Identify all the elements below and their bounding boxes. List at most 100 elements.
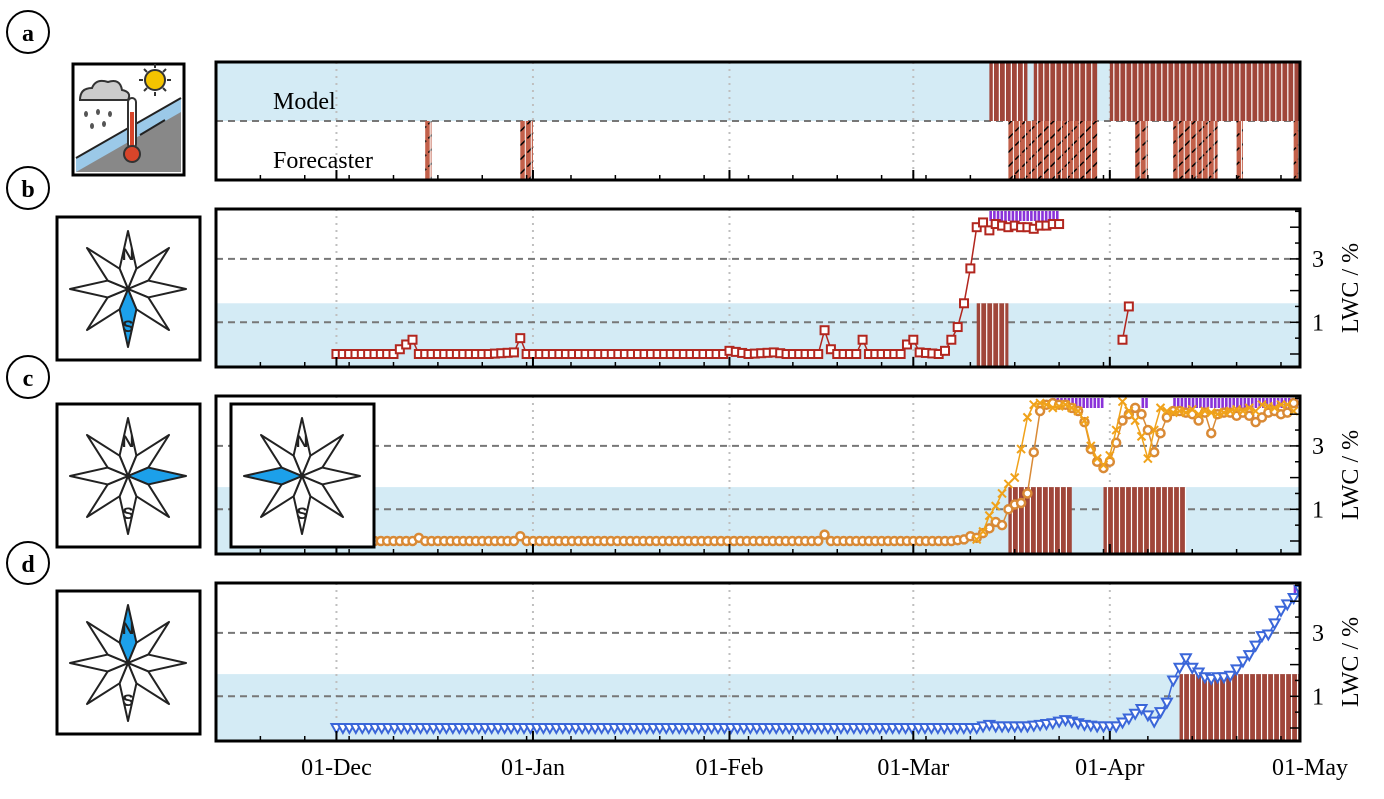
purple-tick [1004,211,1007,221]
data-series [1117,301,1134,345]
data-point [1161,412,1173,423]
data-point [1269,403,1280,413]
forecaster-warning-period [1008,121,1098,180]
x-tick-label: 01-Mar [877,755,949,781]
purple-tick [1206,398,1210,408]
model-warning-period [989,62,1028,121]
data-point [978,217,989,228]
data-point [819,325,830,336]
y-axis-label: LWC / % [1338,430,1364,520]
data-point [1117,396,1128,407]
purple-tick [1273,398,1276,408]
data-point [1172,662,1187,675]
data-point [996,519,1008,531]
plot-area [216,62,1300,180]
x-tick-label: 01-Jan [501,755,565,781]
data-point [1244,403,1254,413]
purple-tick [1293,585,1297,595]
data-point [1136,408,1147,420]
data-point [819,529,830,540]
data-point [1124,406,1134,416]
data-point [1280,599,1295,612]
warning-bar-block [1008,487,1072,554]
data-point [1244,410,1255,422]
axes-frame [214,581,1302,743]
data-point [1041,399,1052,410]
y-axis-label: LWC / % [1338,617,1364,707]
purple-tick [1213,398,1217,408]
data-point [1028,446,1040,458]
data-point [1134,703,1149,717]
data-point [1160,697,1174,710]
purple-tick [1100,398,1104,408]
purple-tick [1250,398,1254,408]
data-point [1166,675,1180,688]
data-point [857,334,868,345]
warning-bar [989,62,1028,121]
data-point [1242,650,1256,663]
purple-tick [1097,398,1100,408]
warning-bar-block [976,303,1009,367]
data-point [1286,593,1300,606]
data-point [1117,334,1128,345]
panel-letter-a: a [6,10,50,54]
data-point [1155,403,1166,413]
data-point [984,225,995,236]
plot-area [216,583,1300,741]
data-point [1128,708,1142,721]
data-point [895,349,906,359]
panel-letter-c: c [6,355,50,399]
data-point [1141,710,1155,723]
rose-letter-north: N [122,432,134,451]
purple-tick [1265,398,1269,408]
purple-tick [1195,398,1199,408]
data-point [1122,713,1136,726]
purple-tick [1232,398,1236,408]
purple-tick [1217,398,1221,408]
panel-letter-d: d [6,541,50,585]
data-point [1111,425,1121,435]
purple-tick [996,211,1000,221]
purple-tick [1089,398,1093,408]
purple-tick [1239,398,1243,408]
purple-tick [1199,398,1202,408]
data-point [984,510,995,521]
rose-petal [85,620,129,664]
purple-tick [1173,398,1176,408]
purple-tick [1093,398,1097,408]
plot-area [216,209,1300,367]
purple-tick [1078,398,1082,408]
data-point [1223,670,1237,683]
model-warning-period [1033,62,1098,121]
data-point [1010,472,1020,483]
purple-tick [1055,211,1059,221]
y-tick-label: 3 [1312,621,1324,647]
warning-bar [1293,121,1300,180]
data-point [1149,425,1159,435]
rose-letter-south: S [122,504,133,523]
data-point [1136,431,1147,442]
purple-tick [1247,398,1250,408]
axes-frame [214,207,1302,369]
data-point [965,263,976,274]
purple-tick [1191,398,1195,408]
warning-bar [1008,121,1098,180]
data-point [1016,444,1026,454]
data-point [946,334,957,345]
data-point [407,334,418,345]
purple-tick [1243,398,1247,408]
purple-tick [1086,398,1089,408]
data-series [331,217,1065,359]
warning-bar [425,121,432,180]
data-point [1079,415,1090,426]
data-point [1015,497,1027,509]
x-tick-label: 01-May [1272,755,1348,781]
rose-petal [85,433,129,477]
y-tick-label: 1 [1312,684,1324,710]
panel-b: 1 3 LWC / % [214,207,1364,369]
purple-tick [1210,398,1213,408]
svg-text:b: b [21,177,34,203]
purple-tick [1037,211,1041,221]
purple-tick [1074,398,1078,408]
